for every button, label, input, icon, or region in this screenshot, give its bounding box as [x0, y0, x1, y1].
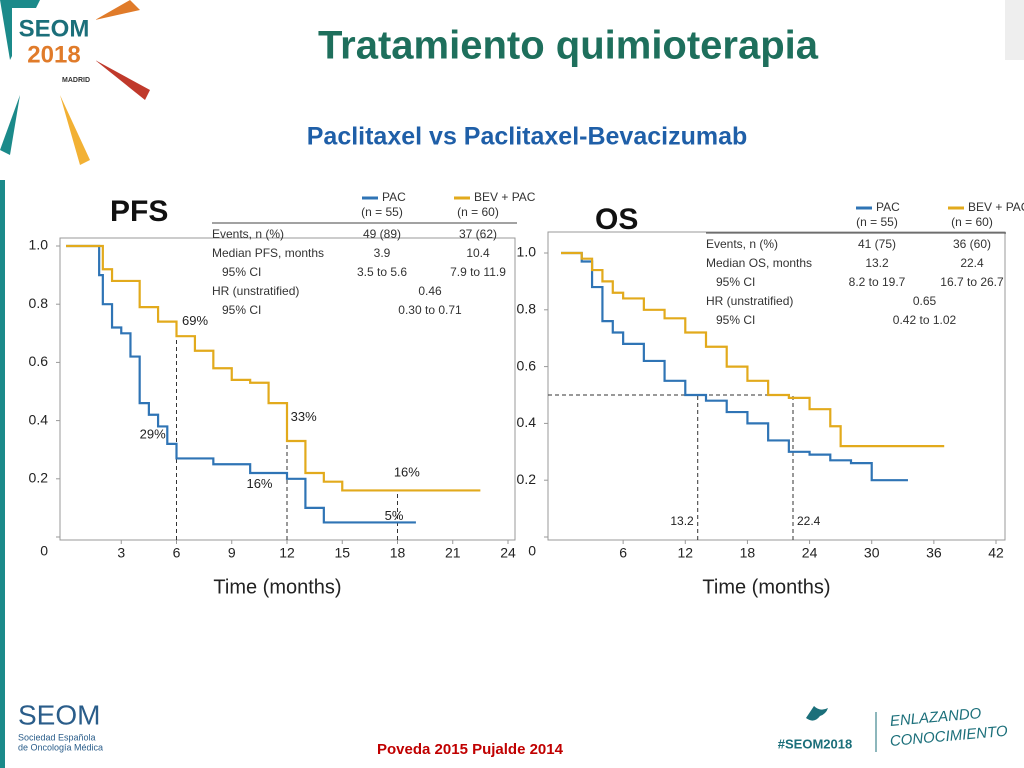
y-tick-label: 1.0 [29, 237, 49, 253]
side-bar [0, 180, 5, 768]
table-cell: Median OS, months [706, 256, 812, 270]
km-curve [66, 244, 416, 524]
table-cell: Events, n (%) [212, 227, 284, 241]
x-axis-label: Time (months) [213, 576, 341, 598]
legend-label: PAC [382, 190, 406, 204]
x-tick-label: 18 [390, 545, 406, 561]
table-header: (n = 60) [951, 215, 993, 229]
x-tick-label: 6 [173, 545, 181, 561]
y-tick-label: 0.2 [517, 471, 537, 487]
table-cell: 7.9 to 11.9 [450, 265, 506, 279]
legend-label: PAC [876, 200, 900, 214]
km-curve [561, 251, 945, 448]
table-cell: 8.2 to 19.7 [849, 275, 906, 289]
table-cell: Events, n (%) [706, 237, 778, 251]
hashtag: #SEOM2018 [778, 736, 852, 751]
x-axis-label: Time (months) [702, 576, 830, 598]
annotation: 33% [291, 409, 317, 424]
logo-shape [95, 60, 150, 100]
x-tick-label: 21 [445, 545, 461, 561]
chart-title: PFS [110, 195, 168, 228]
table-cell: 95% CI [222, 265, 261, 279]
annotation: 16% [246, 476, 272, 491]
legend-label: BEV + PAC [474, 190, 536, 204]
logo-box [12, 8, 96, 92]
x-tick-label: 3 [117, 545, 125, 561]
y-tick-label: 0.6 [29, 353, 49, 369]
table-cell: 10.4 [466, 246, 490, 260]
table-cell: 37 (62) [459, 227, 497, 241]
logo-shape [60, 95, 90, 165]
logo-shape [95, 0, 140, 20]
x-tick-label: 12 [677, 545, 693, 561]
annotation: 29% [140, 427, 166, 442]
table-cell: 0.42 to 1.02 [893, 313, 957, 327]
table-cell: HR (unstratified) [706, 294, 793, 308]
x-tick-label: 12 [279, 545, 295, 561]
plot-frame [547, 231, 1006, 541]
y-tick-label: 0.8 [29, 295, 49, 311]
chart-title: OS [595, 203, 638, 236]
legend-label: BEV + PAC [968, 200, 1024, 214]
table-cell: 95% CI [716, 313, 755, 327]
y-tick-label: 0 [528, 543, 536, 559]
logo-text: SEOM [19, 15, 90, 42]
slide-title: Tratamiento quimioterapia [318, 24, 819, 68]
table-cell: 0.46 [418, 284, 442, 298]
x-tick-label: 24 [802, 545, 818, 561]
annotation: 16% [394, 464, 420, 479]
table-header: (n = 60) [457, 205, 499, 219]
footer-society: de Oncología Médica [18, 742, 103, 752]
logo-text: 2018 [27, 41, 80, 68]
reference-label: 22.4 [797, 514, 821, 528]
table-cell: 3.9 [374, 246, 391, 260]
x-tick-label: 24 [500, 545, 516, 561]
table-cell: 36 (60) [953, 237, 991, 251]
table-cell: Median PFS, months [212, 246, 324, 260]
y-tick-label: 0.6 [517, 357, 537, 373]
footer-logo: SEOM [18, 699, 100, 730]
x-tick-label: 9 [228, 545, 236, 561]
x-tick-label: 30 [864, 545, 880, 561]
table-cell: 0.30 to 0.71 [398, 303, 462, 317]
y-tick-label: 0 [40, 543, 48, 559]
y-tick-label: 1.0 [517, 244, 537, 260]
twitter-icon [806, 706, 828, 721]
table-cell: 13.2 [865, 256, 889, 270]
table-header: (n = 55) [361, 205, 403, 219]
y-tick-label: 0.4 [517, 414, 537, 430]
table-header: (n = 55) [856, 215, 898, 229]
table-cell: 95% CI [716, 275, 755, 289]
reference: Poveda 2015 Pujalde 2014 [377, 741, 564, 758]
x-tick-label: 18 [740, 545, 756, 561]
annotation: 69% [182, 313, 208, 328]
table-cell: 16.7 to 26.7 [940, 275, 1004, 289]
table-cell: 22.4 [960, 256, 984, 270]
table-cell: HR (unstratified) [212, 284, 299, 298]
corner-block [1005, 0, 1024, 60]
y-tick-label: 0.2 [29, 470, 49, 486]
km-curve [66, 244, 481, 492]
y-tick-label: 0.8 [517, 301, 537, 317]
table-cell: 41 (75) [858, 237, 896, 251]
table-cell: 95% CI [222, 303, 261, 317]
x-tick-label: 36 [926, 545, 942, 561]
footer-society: Sociedad Española [18, 732, 96, 742]
table-cell: 49 (89) [363, 227, 401, 241]
logo-text: MADRID [62, 77, 90, 84]
km-curve [561, 251, 908, 482]
table-cell: 3.5 to 5.6 [357, 265, 407, 279]
slide-subtitle: Paclitaxel vs Paclitaxel-Bevacizumab [307, 123, 748, 151]
logo-shape [0, 95, 20, 155]
y-tick-label: 0.4 [29, 411, 49, 427]
logo: SEOM 2018 MADRID [0, 0, 150, 165]
annotation: 5% [385, 508, 404, 523]
x-tick-label: 42 [988, 545, 1004, 561]
table-cell: 0.65 [913, 294, 937, 308]
x-tick-label: 15 [334, 545, 350, 561]
reference-label: 13.2 [670, 514, 694, 528]
x-tick-label: 6 [619, 545, 627, 561]
